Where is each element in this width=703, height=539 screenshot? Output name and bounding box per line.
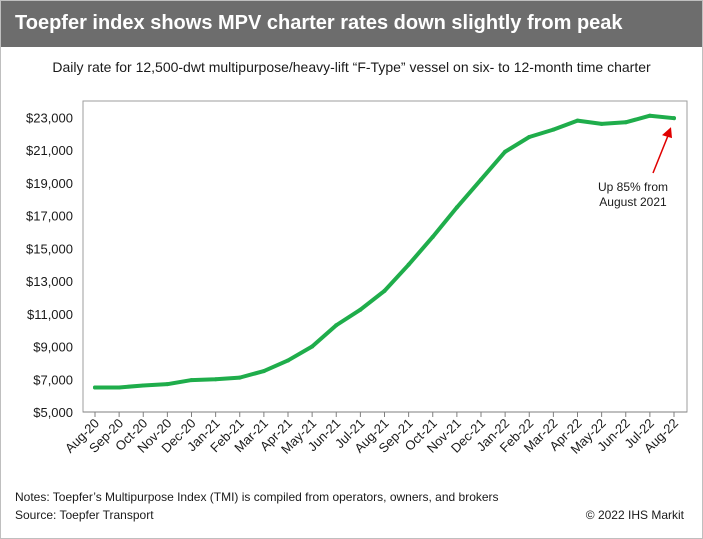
y-tick-label: $11,000 [27,307,73,322]
y-tick-label: $15,000 [26,241,73,256]
data-point [551,127,556,132]
data-point [479,177,483,182]
data-point [261,369,266,374]
data-point [382,288,387,293]
x-axis-tick-labels: Aug-20Sep-20Oct-20Nov-20Dec-20Jan-21Feb-… [62,416,681,457]
tmi-series-points [93,113,676,390]
data-point [575,118,580,123]
data-point [237,375,242,380]
x-axis-ticks [94,412,675,417]
annotation: Up 85% from August 2021 [598,127,672,209]
data-point [334,323,339,328]
data-point [623,120,628,125]
annotation-arrowhead [662,127,672,139]
y-tick-label: $21,000 [26,143,73,158]
y-tick-label: $9,000 [33,340,73,355]
title-bar: Toepfer index shows MPV charter rates do… [1,1,702,47]
data-point [599,121,604,126]
chart-source: Source: Toepfer Transport [15,508,154,522]
y-tick-label: $17,000 [26,209,73,224]
data-point [503,149,508,154]
chart-copyright: © 2022 IHS Markit [585,508,684,522]
data-point [406,262,411,267]
y-tick-label: $7,000 [33,372,73,387]
y-axis-tick-labels: $5,000 $7,000 $9,000 $11,000 $13,000 $15,000 $… [26,110,73,420]
data-point [310,344,315,349]
data-point [286,358,290,363]
chart-notes: Notes: Toepfer’s Multipurpose Index (TMI… [15,490,499,504]
y-tick-label: $13,000 [26,274,73,289]
data-point [454,205,459,210]
chart-title: Toepfer index shows MPV charter rates do… [15,12,623,34]
y-tick-label: $5,000 [33,405,73,420]
data-point [527,135,532,140]
data-point [189,378,194,383]
data-point [141,383,146,388]
data-point [358,307,363,312]
plot-area-border [82,100,688,413]
data-point [93,385,97,390]
data-point [213,377,218,382]
data-point [117,385,122,390]
annotation-line-1: Up 85% from [598,180,668,194]
chart-subtitle: Daily rate for 12,500-dwt multipurpose/h… [52,59,651,75]
y-tick-label: $23,000 [26,110,73,125]
tmi-series-line [93,113,676,390]
data-point [647,113,652,118]
annotation-arrow [652,132,670,174]
data-point [672,116,676,121]
data-point [430,234,435,239]
annotation-line-2: August 2021 [599,195,667,209]
y-tick-label: $19,000 [26,176,73,191]
data-point [165,382,170,387]
